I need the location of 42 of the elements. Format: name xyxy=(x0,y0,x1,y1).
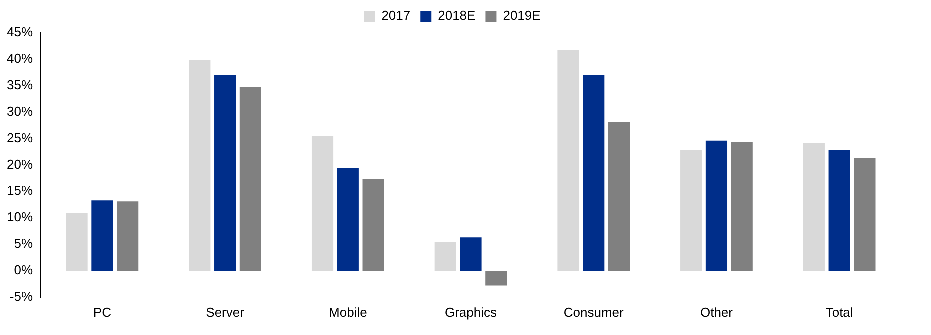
y-tick-label: 30% xyxy=(6,104,34,119)
bar xyxy=(583,75,605,271)
y-tick-label: 40% xyxy=(6,51,34,66)
x-tick-label: Total xyxy=(826,304,854,320)
y-tick-label: 5% xyxy=(14,236,34,252)
bar xyxy=(214,75,236,271)
bar xyxy=(189,60,211,271)
x-tick-label: Graphics xyxy=(444,304,498,320)
legend-label: 2019E xyxy=(503,8,542,24)
y-tick-label: 35% xyxy=(6,77,34,92)
bar xyxy=(854,158,876,271)
bar xyxy=(240,86,262,271)
bar xyxy=(312,136,334,271)
bar xyxy=(558,50,580,271)
bar xyxy=(362,178,384,271)
bar xyxy=(731,142,753,271)
bar xyxy=(486,270,508,286)
legend-label: 2017 xyxy=(382,8,411,24)
bar xyxy=(680,150,702,271)
x-tick-label: PC xyxy=(93,304,112,320)
bar xyxy=(608,122,630,271)
bar xyxy=(337,168,359,271)
y-tick-label: 0% xyxy=(14,262,34,278)
y-tick-label: 45% xyxy=(6,24,34,40)
bar xyxy=(460,238,482,271)
bar xyxy=(66,213,88,271)
y-tick-label: 15% xyxy=(6,183,34,198)
x-tick-label: Other xyxy=(700,304,734,320)
bar xyxy=(434,242,456,271)
x-tick-label: Consumer xyxy=(564,304,625,320)
y-tick-label: -5% xyxy=(10,288,34,304)
bar xyxy=(828,150,850,271)
bar xyxy=(117,202,139,271)
bar xyxy=(706,140,728,271)
bar xyxy=(803,144,825,271)
y-tick-label: 20% xyxy=(6,156,34,172)
y-tick-label: 10% xyxy=(6,210,34,225)
x-tick-label: Mobile xyxy=(329,304,368,320)
y-tick-label: 25% xyxy=(6,130,34,146)
bar xyxy=(92,200,114,271)
legend-label: 2018E xyxy=(438,8,476,24)
x-tick-label: Server xyxy=(206,304,246,320)
